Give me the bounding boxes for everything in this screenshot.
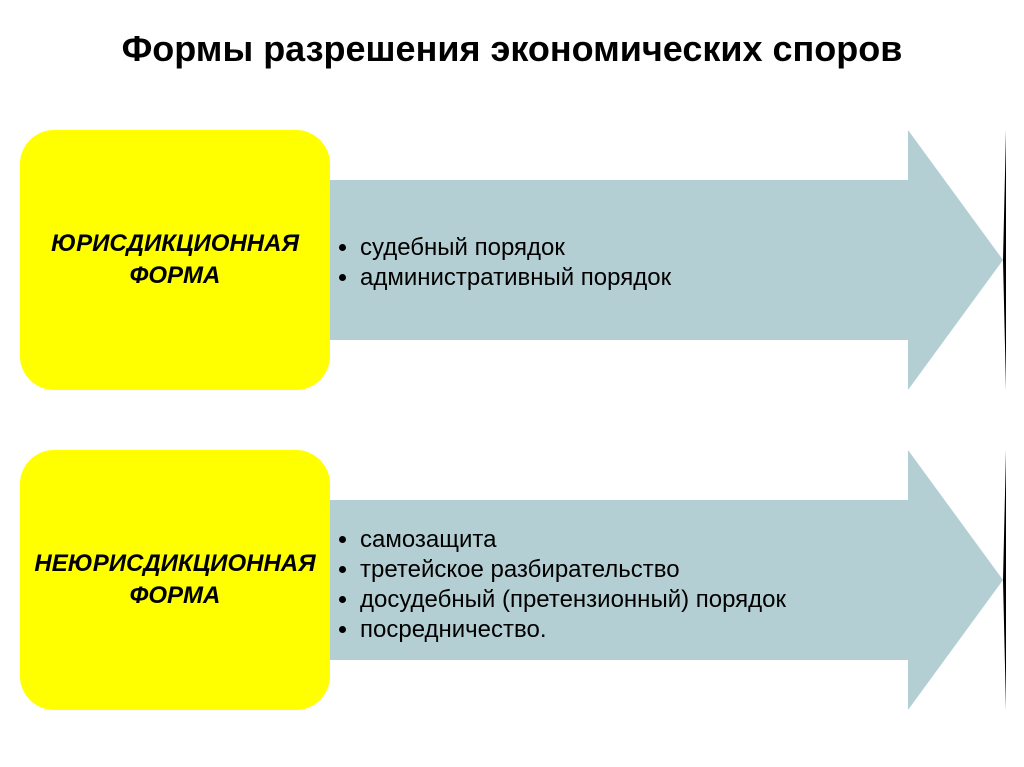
list-item: посредничество. <box>360 615 858 645</box>
list-item: досудебный (претензионный) порядок <box>360 585 858 615</box>
row-jurisdictional: ЮРИСДИКЦИОННАЯ ФОРМА судебный порядок ад… <box>20 130 1000 390</box>
bullets-nonjurisdictional: самозащита третейское разбирательство до… <box>338 525 858 645</box>
list-item: административный порядок <box>360 263 858 293</box>
list-item: судебный порядок <box>360 233 858 263</box>
arrow-head-icon <box>908 130 1006 390</box>
list-item: самозащита <box>360 525 858 555</box>
page-title: Формы разрешения экономических споров <box>0 0 1024 70</box>
bullets-jurisdictional: судебный порядок административный порядо… <box>338 233 858 293</box>
box-nonjurisdictional: НЕЮРИСДИКЦИОННАЯ ФОРМА <box>20 450 330 710</box>
list-item: третейское разбирательство <box>360 555 858 585</box>
box-jurisdictional: ЮРИСДИКЦИОННАЯ ФОРМА <box>20 130 330 390</box>
box-line: НЕЮРИСДИКЦИОННАЯ ФОРМА <box>34 548 316 613</box>
box-line: ФОРМА <box>130 260 221 292</box>
row-nonjurisdictional: НЕЮРИСДИКЦИОННАЯ ФОРМА самозащита третей… <box>20 450 1000 710</box>
box-line: ЮРИСДИКЦИОННАЯ <box>51 228 299 260</box>
arrow-head-icon <box>908 450 1006 710</box>
